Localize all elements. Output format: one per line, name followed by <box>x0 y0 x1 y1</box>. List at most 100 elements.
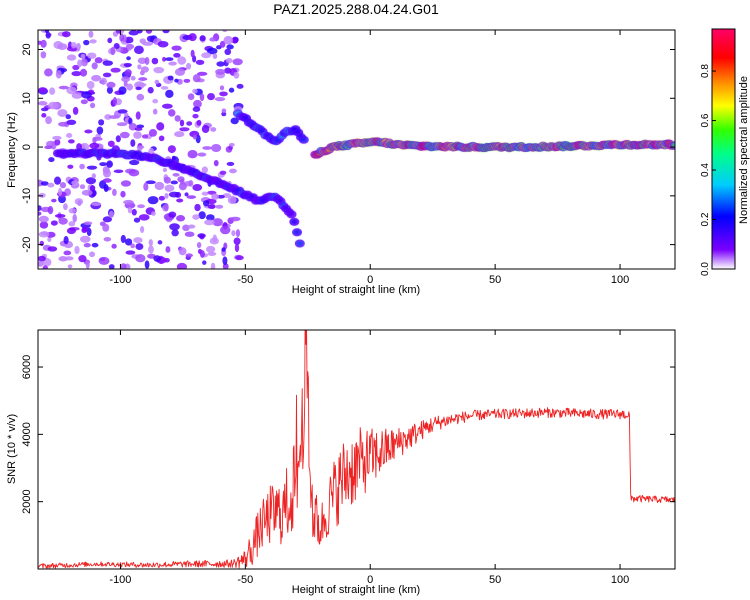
spectrogram-noise-blob <box>123 80 128 87</box>
spectrogram-noise-blob <box>227 195 237 205</box>
spectrogram-noise-blob <box>152 98 159 104</box>
spectrogram-noise-blob <box>138 77 148 81</box>
spectrogram-noise-blob <box>184 231 195 237</box>
snr-x-tick-label: 100 <box>611 574 629 586</box>
spectrogram-noise-blob <box>79 184 86 190</box>
spectrogram-x-tick-label: -50 <box>237 274 253 286</box>
spectrogram-noise-blob <box>76 143 82 151</box>
spectrogram-noise-blob <box>232 58 243 66</box>
spectrogram-noise-blob <box>187 93 195 101</box>
spectrogram-noise-blob <box>230 117 239 125</box>
spectrogram-noise-blob <box>102 178 112 183</box>
spectrogram-noise-blob <box>102 72 112 78</box>
spectrogram-noise-blob <box>194 203 201 212</box>
spectrogram-noise-blob <box>153 255 161 262</box>
spectrogram-noise-blob <box>63 250 72 256</box>
spectrogram-noise-blob <box>188 33 197 42</box>
spectrogram-noise-blob <box>110 67 121 73</box>
spectrogram-noise-blob <box>103 236 112 242</box>
spectrogram-noise-blob <box>144 260 150 269</box>
spectrogram-noise-blob <box>65 132 73 139</box>
spectrogram-noise-blob <box>133 45 144 55</box>
spectrogram-noise-blob <box>89 251 96 258</box>
spectrogram-noise-blob <box>81 226 89 232</box>
spectrogram-noise-blob <box>98 256 110 265</box>
spectrogram-noise-blob <box>192 134 198 140</box>
spectrogram-noise-blob <box>99 162 108 167</box>
spectrogram-noise-blob <box>197 71 208 76</box>
spectrogram-trace-cell <box>290 219 298 225</box>
spectrogram-noise-blob <box>87 52 97 59</box>
spectrogram-noise-blob <box>196 119 202 126</box>
spectrogram-noise-blob <box>39 221 49 229</box>
spectrogram-noise-blob <box>38 255 46 262</box>
spectrogram-noise-blob <box>133 237 143 244</box>
spectrogram-noise-blob <box>49 87 56 95</box>
spectrogram-noise-blob <box>47 246 58 252</box>
spectrogram-noise-blob <box>233 237 241 245</box>
spectrogram-noise-blob <box>168 191 180 198</box>
spectrogram-y-tick-label: -10 <box>21 188 33 204</box>
spectrogram-noise-blob <box>88 30 94 38</box>
spectrogram-noise-blob <box>128 30 139 36</box>
spectrogram-noise-blob <box>53 176 62 185</box>
spectrogram-noise-blob <box>219 170 227 175</box>
spectrogram-noise-blob <box>44 68 53 77</box>
spectrogram-noise-blob <box>179 119 185 127</box>
spectrogram-noise-blob <box>233 71 240 79</box>
spectrogram-noise-blob <box>91 242 99 248</box>
spectrogram-noise-blob <box>225 58 233 64</box>
spectrogram-noise-blob <box>174 68 186 76</box>
spectrogram-noise-blob <box>71 92 83 99</box>
colorbar-gradient <box>711 28 736 270</box>
spectrogram-noise-blob <box>58 217 68 225</box>
spectrogram-noise-blob <box>129 159 140 166</box>
spectrogram-noise-blob <box>61 68 67 73</box>
spectrogram-y-axis: -20 -10 0 10 20 <box>21 43 675 253</box>
spectrogram-noise-blob <box>137 64 142 70</box>
snr-x-tick-label: 50 <box>489 574 501 586</box>
spectrogram-noise-blob <box>106 160 113 168</box>
spectrogram-noise-blob <box>144 56 150 65</box>
spectrogram-noise-blob <box>104 114 112 120</box>
spectrogram-noise-blob <box>71 180 79 186</box>
spectrogram-noise-blob <box>89 39 97 44</box>
spectrogram-noise-blob <box>58 187 63 196</box>
spectrogram-noise-blob <box>99 77 108 85</box>
colorbar-ticks: 0.0 0.2 0.4 0.6 0.8 <box>700 64 716 276</box>
snr-series-line <box>38 330 675 569</box>
spectrogram-noise-blob <box>228 87 235 93</box>
spectrogram-noise-blob <box>220 225 231 235</box>
spectrogram-trace-cell <box>671 142 675 148</box>
spectrogram-noise-blob <box>151 57 159 65</box>
spectrogram-noise-blob <box>198 211 206 220</box>
spectrogram-noise-blob <box>135 254 146 263</box>
spectrogram-noise-blob <box>58 85 69 90</box>
spectrogram-noise-blob <box>71 70 82 77</box>
spectrogram-noise-blob <box>176 215 186 222</box>
spectrogram-noise-blob <box>157 240 163 245</box>
spectrogram-noise-blob <box>138 214 150 221</box>
spectrogram-noise-blob <box>64 256 74 261</box>
spectrogram-noise-blob <box>228 142 235 147</box>
spectrogram-noise-blob <box>162 56 167 62</box>
spectrogram-noise-blob <box>79 235 91 243</box>
spectrogram-noise-blob <box>226 44 234 50</box>
spectrogram-noise-blob <box>133 217 141 223</box>
spectrogram-noise-blob <box>124 36 134 44</box>
spectrogram-noise-blob <box>83 242 91 248</box>
spectrogram-noise-blob <box>79 68 88 77</box>
spectrogram-noise-blob <box>199 250 205 258</box>
spectrogram-noise-blob <box>63 203 68 211</box>
spectrogram-noise-blob <box>143 182 149 191</box>
spectrogram-noise-blob <box>47 182 55 188</box>
spectrogram-noise-blob <box>86 80 95 90</box>
spectrogram-noise-blob <box>141 134 149 139</box>
spectrogram-noise-blob <box>66 86 77 95</box>
spectrogram-noise-blob <box>167 145 176 154</box>
spectrogram-noise-blob <box>85 260 90 269</box>
spectrogram-noise-blob <box>216 61 225 67</box>
spectrogram-noise-blob <box>137 57 147 64</box>
spectrogram-trace-cell <box>300 137 308 143</box>
spectrogram-noise-blob <box>130 139 136 147</box>
